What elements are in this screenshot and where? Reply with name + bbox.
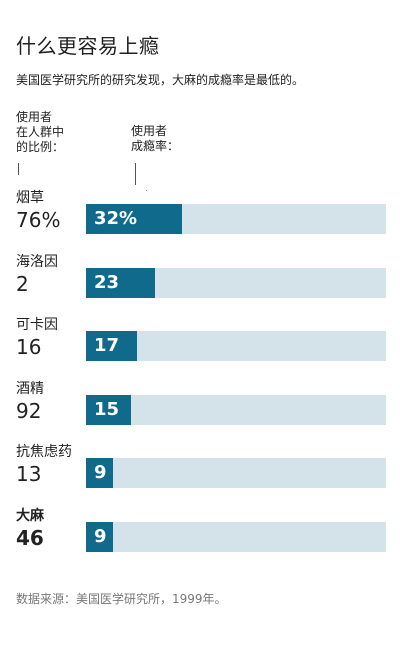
addiction-rate-bar: 32% — [86, 204, 182, 234]
source-footnote: 数据来源：美国医学研究所，1999年。 — [16, 592, 227, 606]
category-label: 烟草 — [16, 190, 44, 206]
addiction-rate-label: 9 — [94, 525, 107, 547]
bar-track: 23 — [86, 267, 386, 298]
page-title: 什么更容易上瘾 — [16, 34, 160, 58]
share-column-header: 使用者 在人群中 的比例： — [16, 110, 65, 154]
category-label: 可卡因 — [16, 317, 58, 333]
category-label: 大麻 — [16, 507, 44, 524]
bar-track: 32% — [86, 204, 386, 234]
rate-header-tick — [135, 163, 136, 185]
bar-track: 15 — [86, 394, 386, 425]
user-share-value: 46 — [16, 525, 44, 550]
addiction-rate-label: 9 — [94, 462, 107, 483]
category-label: 抗焦虑药 — [16, 444, 72, 460]
header-dot — [146, 190, 147, 191]
addiction-rate-bar: 17 — [86, 331, 137, 361]
share-header-tick — [18, 163, 19, 175]
addiction-rate-bar: 9 — [86, 521, 113, 552]
user-share-value: 92 — [16, 398, 42, 423]
user-share-value: 16 — [16, 335, 42, 359]
bar-track: 17 — [86, 331, 386, 361]
addiction-rate-label: 23 — [94, 271, 120, 293]
page-subtitle: 美国医学研究所的研究发现，大麻的成瘾率是最低的。 — [16, 73, 305, 87]
category-label: 海洛因 — [16, 253, 58, 270]
bar-track: 9 — [86, 521, 386, 552]
addiction-rate-bar: 23 — [86, 267, 155, 298]
category-label: 酒精 — [16, 380, 44, 397]
bar-track: 9 — [86, 458, 386, 488]
addiction-rate-label: 15 — [94, 398, 120, 420]
addiction-rate-bar: 9 — [86, 458, 113, 488]
addiction-rate-label: 17 — [94, 335, 120, 356]
user-share-value: 76% — [16, 208, 61, 232]
addiction-rate-label: 32% — [94, 208, 138, 229]
user-share-value: 2 — [16, 271, 29, 296]
rate-column-header: 使用者 成瘾率： — [131, 124, 180, 153]
user-share-value: 13 — [16, 462, 42, 486]
addiction-rate-bar: 15 — [86, 394, 131, 425]
